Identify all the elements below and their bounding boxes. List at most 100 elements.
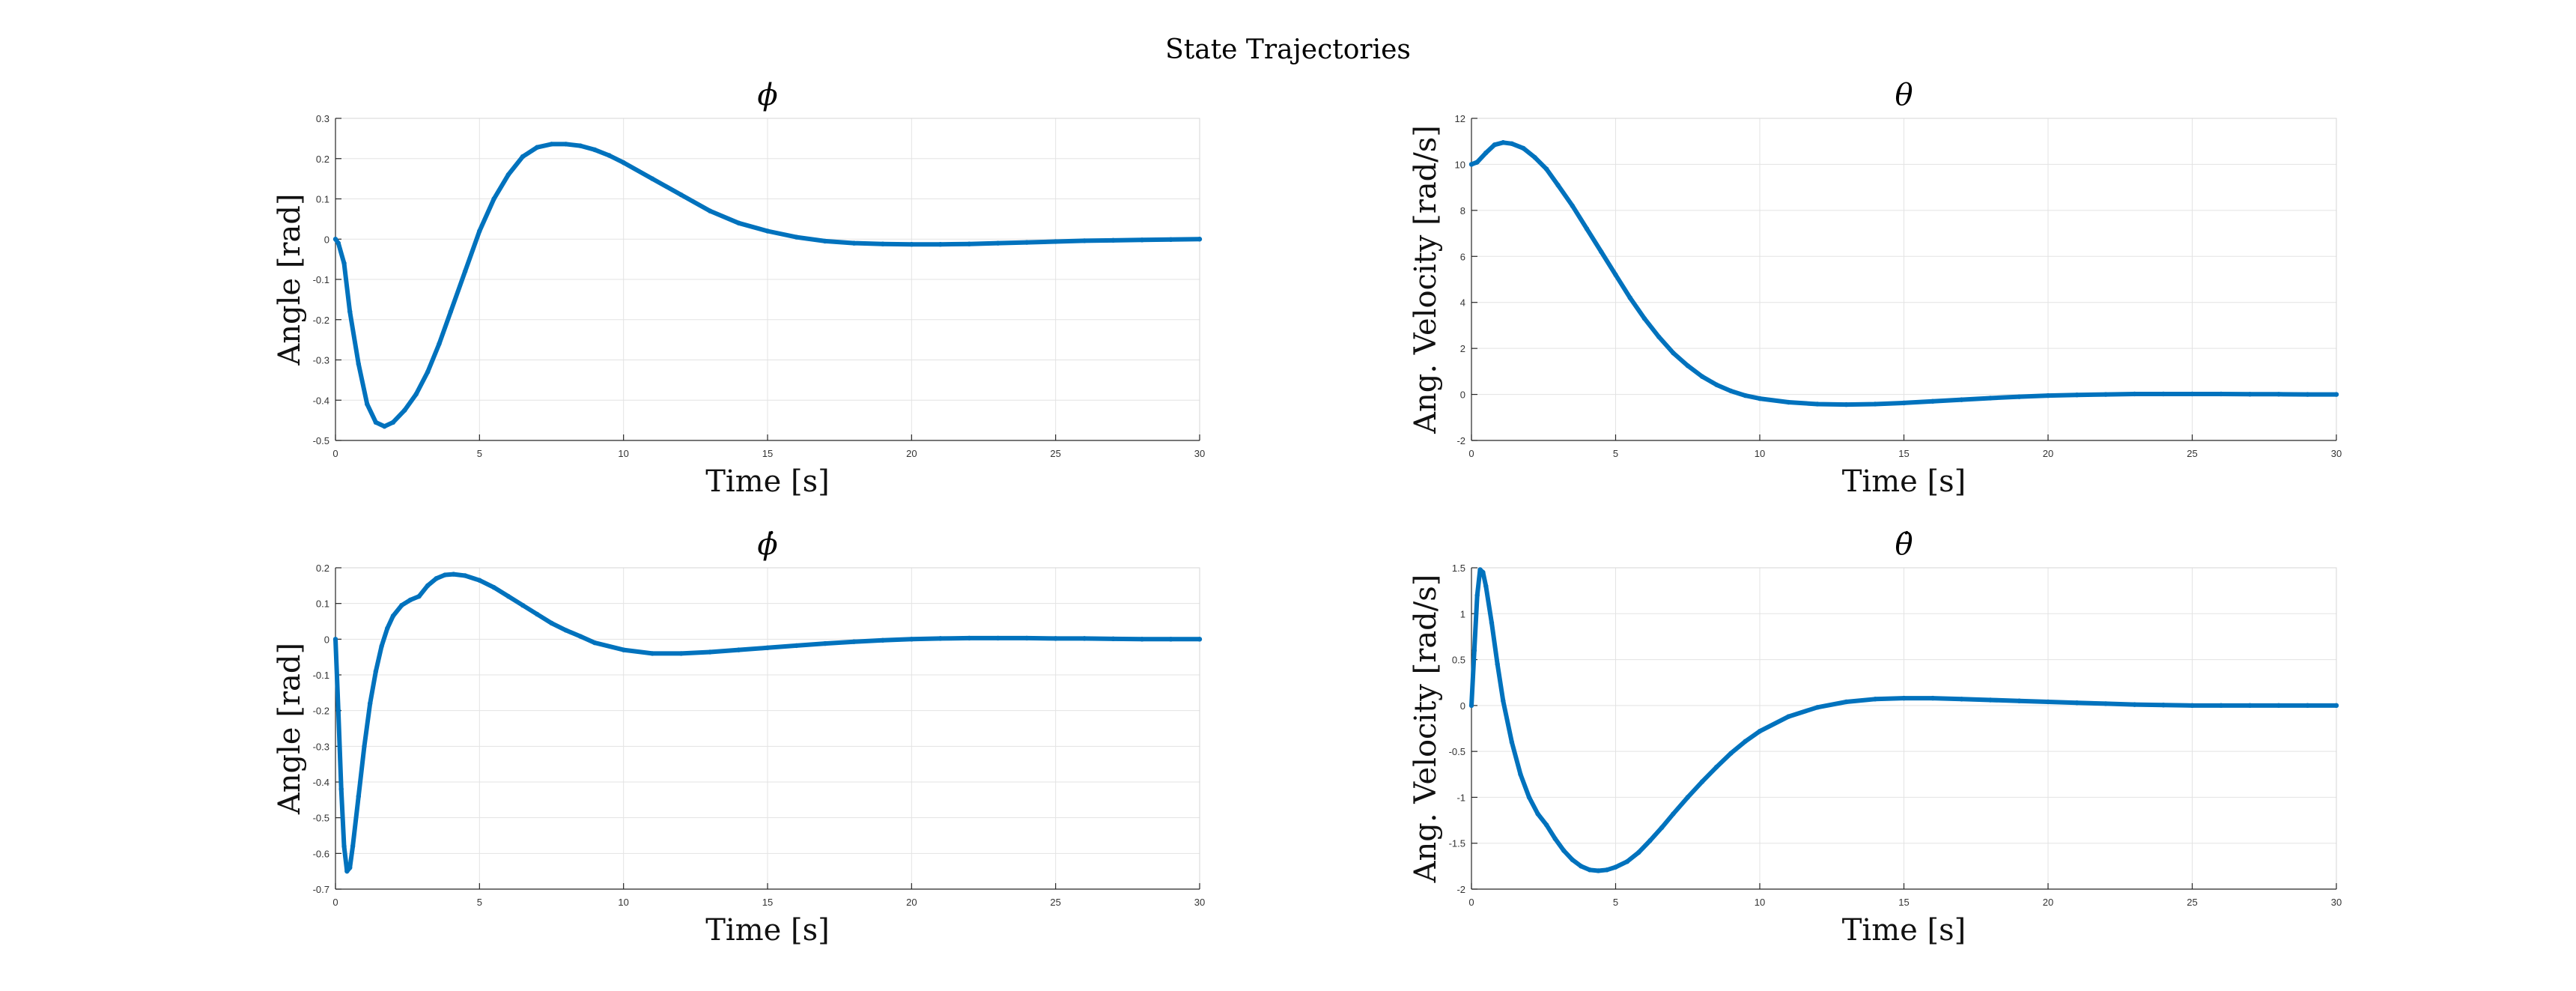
- y-tick-label: 10: [1455, 159, 1465, 170]
- data-point: [362, 744, 367, 749]
- x-tick-label: 25: [1050, 897, 1060, 908]
- data-point: [649, 651, 655, 656]
- data-point: [338, 787, 344, 792]
- series-line: [1469, 140, 2339, 407]
- x-tick-label: 25: [2187, 897, 2197, 908]
- data-point: [707, 208, 713, 213]
- x-tick-label: 30: [2331, 448, 2342, 459]
- data-point: [477, 578, 482, 583]
- y-axis-label: Ang. Velocity [rad/s]: [1409, 125, 1443, 434]
- y-tick-label: -0.4: [313, 395, 329, 406]
- data-point: [649, 176, 655, 181]
- data-point: [1699, 374, 1705, 379]
- data-point: [1613, 864, 1618, 870]
- data-point: [2017, 394, 2022, 399]
- data-point: [1139, 237, 1145, 243]
- y-tick-label: -0.5: [313, 813, 329, 824]
- data-point: [678, 192, 684, 198]
- data-point: [794, 234, 799, 240]
- data-point: [1024, 240, 1030, 245]
- data-point: [356, 793, 361, 799]
- data-point: [822, 640, 828, 646]
- data-point: [851, 639, 857, 644]
- data-point: [1786, 714, 1791, 719]
- data-point: [1197, 637, 1203, 642]
- data-point: [1474, 593, 1480, 598]
- data-point: [1685, 795, 1690, 800]
- y-tick-label: -0.1: [313, 274, 329, 285]
- data-point: [2218, 703, 2224, 709]
- x-tick-label: 5: [477, 448, 482, 459]
- data-point: [1685, 363, 1690, 369]
- subplot-title: θ̇: [1895, 527, 1913, 562]
- data-point: [1168, 637, 1173, 642]
- data-point: [909, 637, 914, 642]
- data-point: [1987, 396, 1993, 401]
- data-point: [373, 419, 379, 425]
- data-point: [851, 240, 857, 246]
- y-tick-label: 0.2: [316, 154, 329, 165]
- data-point: [577, 143, 583, 148]
- data-point: [2132, 702, 2137, 707]
- data-point: [335, 708, 341, 713]
- data-point: [1532, 155, 1537, 160]
- y-tick-label: 0.3: [316, 113, 329, 124]
- data-point: [938, 636, 944, 641]
- data-point: [335, 240, 341, 246]
- data-point: [1587, 867, 1593, 873]
- data-point: [2218, 391, 2224, 397]
- x-tick-label: 30: [1194, 897, 1205, 908]
- data-point: [765, 645, 771, 650]
- y-tick-label: 0: [324, 634, 329, 645]
- data-point: [332, 237, 338, 242]
- data-point: [1521, 145, 1526, 151]
- subplot-title: ϕ: [757, 78, 777, 112]
- subplot-3: 0 5 10 15 20 25 30 -0.7 -0.6 -0.5 -0.4 -0.3 -0.2 -0.1…: [273, 527, 1205, 948]
- x-tick-label: 10: [1755, 448, 1765, 459]
- data-point: [1111, 636, 1116, 642]
- data-point: [402, 407, 407, 413]
- data-point: [822, 238, 828, 244]
- data-point: [1604, 867, 1610, 873]
- data-point: [2333, 392, 2339, 397]
- data-point: [1959, 397, 1964, 402]
- data-point: [1197, 237, 1203, 242]
- data-point: [880, 241, 886, 246]
- data-point: [1599, 249, 1604, 255]
- data-point: [1570, 857, 1575, 862]
- y-tick-label: 0: [1460, 700, 1465, 712]
- y-tick-label: -0.6: [313, 848, 329, 859]
- x-tick-label: 20: [906, 448, 917, 459]
- data-point: [2074, 700, 2080, 706]
- x-axis-label: Time [s]: [705, 913, 830, 948]
- y-tick-label: 1: [1460, 608, 1465, 619]
- y-tick-label: 0.1: [316, 194, 329, 205]
- data-point: [1489, 620, 1495, 625]
- data-point: [2247, 703, 2253, 709]
- data-point: [448, 309, 454, 315]
- y-tick-label: 8: [1460, 205, 1465, 216]
- data-point: [462, 269, 468, 274]
- data-point: [938, 242, 944, 247]
- data-point: [1053, 239, 1058, 244]
- data-point: [736, 647, 741, 652]
- data-point: [880, 637, 886, 643]
- data-point: [621, 160, 626, 166]
- y-tick-label: 0: [1460, 390, 1465, 401]
- data-point: [1480, 569, 1486, 575]
- data-point: [367, 700, 373, 706]
- data-point: [1647, 837, 1653, 843]
- data-point: [1656, 334, 1662, 339]
- x-tick-label: 20: [2043, 897, 2053, 908]
- data-point: [2017, 698, 2022, 703]
- x-tick-label: 5: [477, 897, 482, 908]
- data-point: [1714, 382, 1719, 387]
- data-point: [2045, 699, 2051, 705]
- data-point: [1543, 822, 1549, 828]
- data-point: [1168, 237, 1173, 242]
- y-tick-label: 6: [1460, 251, 1465, 262]
- data-point: [379, 643, 384, 649]
- data-point: [365, 401, 370, 407]
- data-point: [1959, 697, 1964, 702]
